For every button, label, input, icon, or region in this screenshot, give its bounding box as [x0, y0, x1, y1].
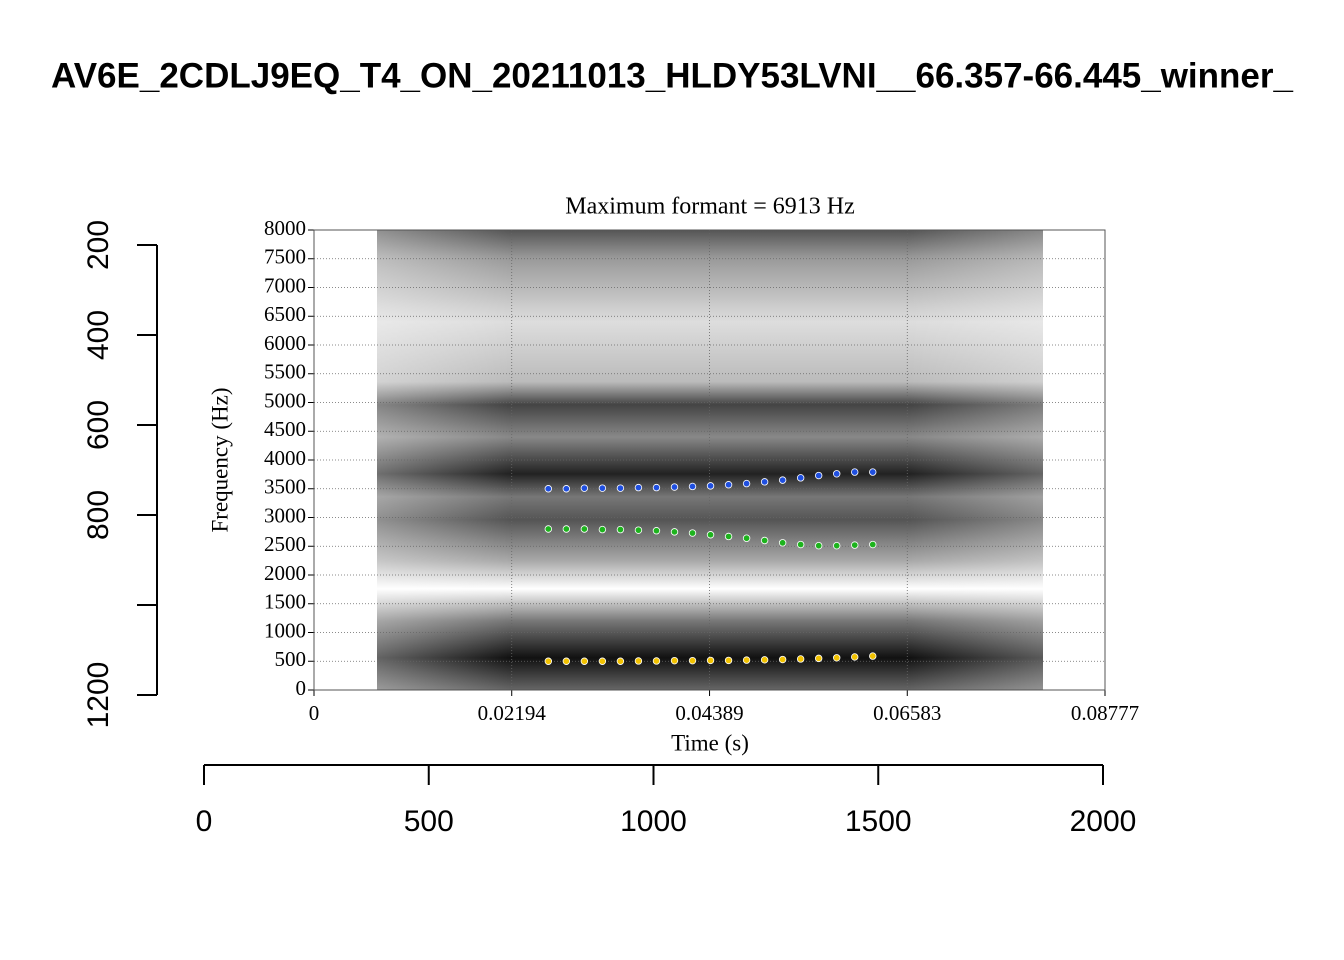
formant-point: [562, 525, 571, 533]
formant-point: [869, 540, 877, 549]
y-tick-label: 1200: [82, 662, 115, 729]
formant-point: [814, 471, 823, 480]
formant-point: [580, 525, 589, 533]
formant-point: [778, 476, 787, 484]
formant-point: [688, 529, 697, 537]
formant-point: [634, 657, 643, 665]
y-tick-label: 6500: [264, 302, 306, 326]
x-tick-label: 500: [404, 805, 454, 838]
x-axis-label: Time (s): [671, 730, 749, 755]
formant-point: [869, 652, 877, 660]
y-tick-label: 5000: [264, 388, 306, 412]
formant-point: [562, 657, 571, 665]
formant-point: [706, 482, 715, 490]
y-axis-label: Frequency (Hz): [207, 388, 232, 533]
formant-point: [634, 526, 643, 534]
formant-point: [598, 484, 607, 492]
formant-point: [724, 481, 733, 489]
x-tick-label: 2000: [1070, 805, 1137, 838]
formant-point: [796, 540, 805, 549]
y-tick-label: 2500: [264, 532, 306, 556]
x-tick-label: 0.02194: [478, 701, 547, 725]
y-tick-label: 4500: [264, 417, 306, 441]
x-tick-label: 1500: [845, 805, 912, 838]
formant-point: [724, 532, 733, 541]
formant-point: [814, 541, 823, 550]
outer-plot: AV6E_2CDLJ9EQ_T4_ON_20211013_HLDY53LVNI_…: [51, 56, 1293, 838]
y-tick-label: 1500: [264, 590, 306, 614]
formant-point: [833, 470, 841, 478]
formant-point: [706, 656, 715, 665]
plot-title: Maximum formant = 6913 Hz: [565, 194, 855, 220]
y-tick-label: 7000: [264, 273, 306, 297]
x-tick-label: 0: [309, 701, 320, 725]
y-tick-label: 0: [296, 676, 307, 700]
formant-point: [688, 656, 697, 665]
formant-point: [796, 474, 805, 482]
formant-point: [851, 541, 859, 549]
x-tick-label: 0.08777: [1071, 701, 1139, 725]
y-tick-label: 3000: [264, 503, 306, 527]
formant-point: [760, 656, 769, 664]
x-tick-label: 0.04389: [675, 701, 743, 725]
formant-point: [616, 484, 625, 492]
formant-point: [796, 655, 805, 663]
formant-point: [706, 531, 715, 539]
formant-point: [652, 657, 661, 665]
formant-point: [833, 541, 841, 550]
page-title: AV6E_2CDLJ9EQ_T4_ON_20211013_HLDY53LVNI_…: [51, 56, 1293, 95]
y-tick-label: 600: [82, 400, 115, 450]
y-tick-label: 400: [82, 310, 115, 360]
formant-point: [742, 656, 751, 664]
y-tick-label: 200: [82, 220, 115, 270]
formant-point: [869, 468, 877, 476]
y-tick-label: 500: [275, 647, 307, 671]
formant-point: [544, 525, 553, 533]
formant-point: [580, 657, 589, 665]
y-tick-label: 6000: [264, 331, 306, 355]
x-tick-label: 0.06583: [873, 701, 941, 725]
y-tick-label: 3500: [264, 475, 306, 499]
formant-point: [760, 478, 769, 486]
formant-point: [652, 483, 661, 492]
spectrogram-plot: Maximum formant = 6913 Hz Time (s) Frequ…: [207, 194, 1139, 756]
y-tick-label: 2000: [264, 561, 306, 585]
formant-point: [814, 654, 823, 663]
formant-point: [742, 479, 751, 488]
y-tick-label: 800: [82, 490, 115, 540]
formant-point: [598, 657, 607, 665]
y-tick-label: 8000: [264, 216, 306, 240]
formant-point: [670, 528, 679, 536]
formant-point: [670, 483, 679, 491]
formant-point: [833, 654, 841, 662]
formant-point: [670, 656, 679, 665]
formant-point: [634, 483, 643, 492]
formant-point: [616, 525, 625, 534]
x-tick-label: 0: [196, 805, 213, 838]
formant-point: [688, 482, 697, 491]
formant-point: [598, 525, 607, 534]
y-tick-label: 5500: [264, 360, 306, 384]
formant-point: [778, 539, 787, 547]
y-tick-label: 4000: [264, 446, 306, 470]
formant-point: [544, 657, 553, 665]
formant-point: [760, 536, 769, 545]
formant-point: [742, 534, 751, 542]
formant-point: [851, 653, 859, 661]
formant-point: [562, 485, 571, 493]
formant-point: [580, 484, 589, 492]
formant-point: [724, 656, 733, 665]
plot-frame: [313, 229, 1106, 691]
y-tick-label: 7500: [264, 245, 306, 269]
y-tick-label: 1000: [264, 618, 306, 642]
formant-point: [616, 657, 625, 665]
formant-point: [544, 485, 553, 493]
formant-point: [652, 527, 661, 535]
formant-point: [778, 655, 787, 664]
formant-point: [851, 468, 859, 476]
x-tick-label: 1000: [620, 805, 687, 838]
